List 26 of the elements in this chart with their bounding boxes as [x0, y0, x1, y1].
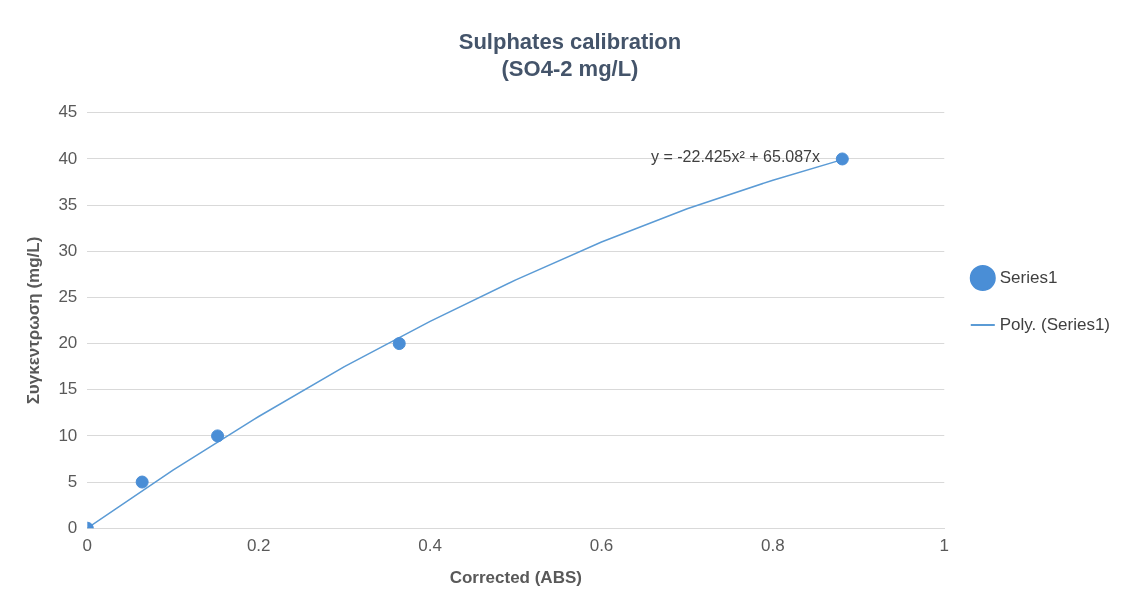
y-tick-label: 45 — [58, 102, 78, 122]
x-tick-label: 1 — [939, 536, 950, 556]
point — [211, 429, 225, 443]
point — [835, 152, 849, 166]
y-tick-label: 25 — [58, 287, 78, 307]
x-tick-label: 0.2 — [246, 536, 271, 556]
legend-label: Series1 — [999, 267, 1058, 287]
annotation: y = -22.425x² + 65.087x — [651, 148, 821, 166]
x-tick-label: 0.6 — [589, 536, 614, 556]
chart-title: Sulphates calibration (SO4-2 mg/L) — [458, 29, 682, 81]
y-axis-title: Συγκεντρωση (mg/L) — [23, 236, 43, 405]
x-axis-title: Corrected (ABS) — [449, 568, 582, 588]
y-tick-label: 10 — [58, 425, 78, 445]
y-tick-label: 0 — [67, 517, 78, 537]
y-tick-label: 40 — [58, 148, 78, 168]
legend-label: Poly. (Series1) — [999, 314, 1110, 334]
y-tick-label: 20 — [58, 333, 78, 353]
y-tick-label: 30 — [58, 240, 78, 260]
y-tick-label: 5 — [67, 471, 78, 491]
x-tick-label: 0 — [82, 536, 93, 556]
point — [135, 475, 149, 489]
x-tick-label: 0.4 — [418, 536, 442, 556]
y-tick-label: 35 — [58, 194, 78, 214]
y-tick-label: 15 — [58, 379, 78, 399]
point — [392, 337, 406, 351]
x-tick-label: 0.8 — [761, 536, 785, 556]
